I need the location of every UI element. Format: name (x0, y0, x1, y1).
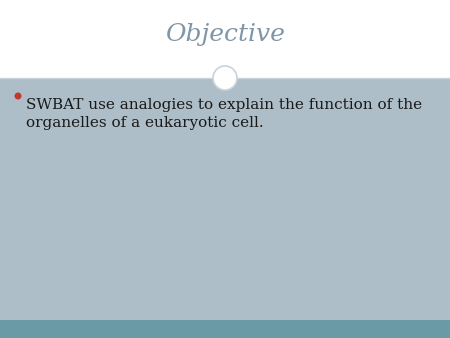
Circle shape (14, 93, 22, 99)
Circle shape (213, 66, 237, 90)
Text: Objective: Objective (165, 24, 285, 47)
Bar (0, 320, 450, 338)
Text: organelles of a eukaryotic cell.: organelles of a eukaryotic cell. (26, 116, 264, 130)
Text: SWBAT use analogies to explain the function of the: SWBAT use analogies to explain the funct… (26, 98, 422, 112)
Bar (0, 0, 450, 78)
